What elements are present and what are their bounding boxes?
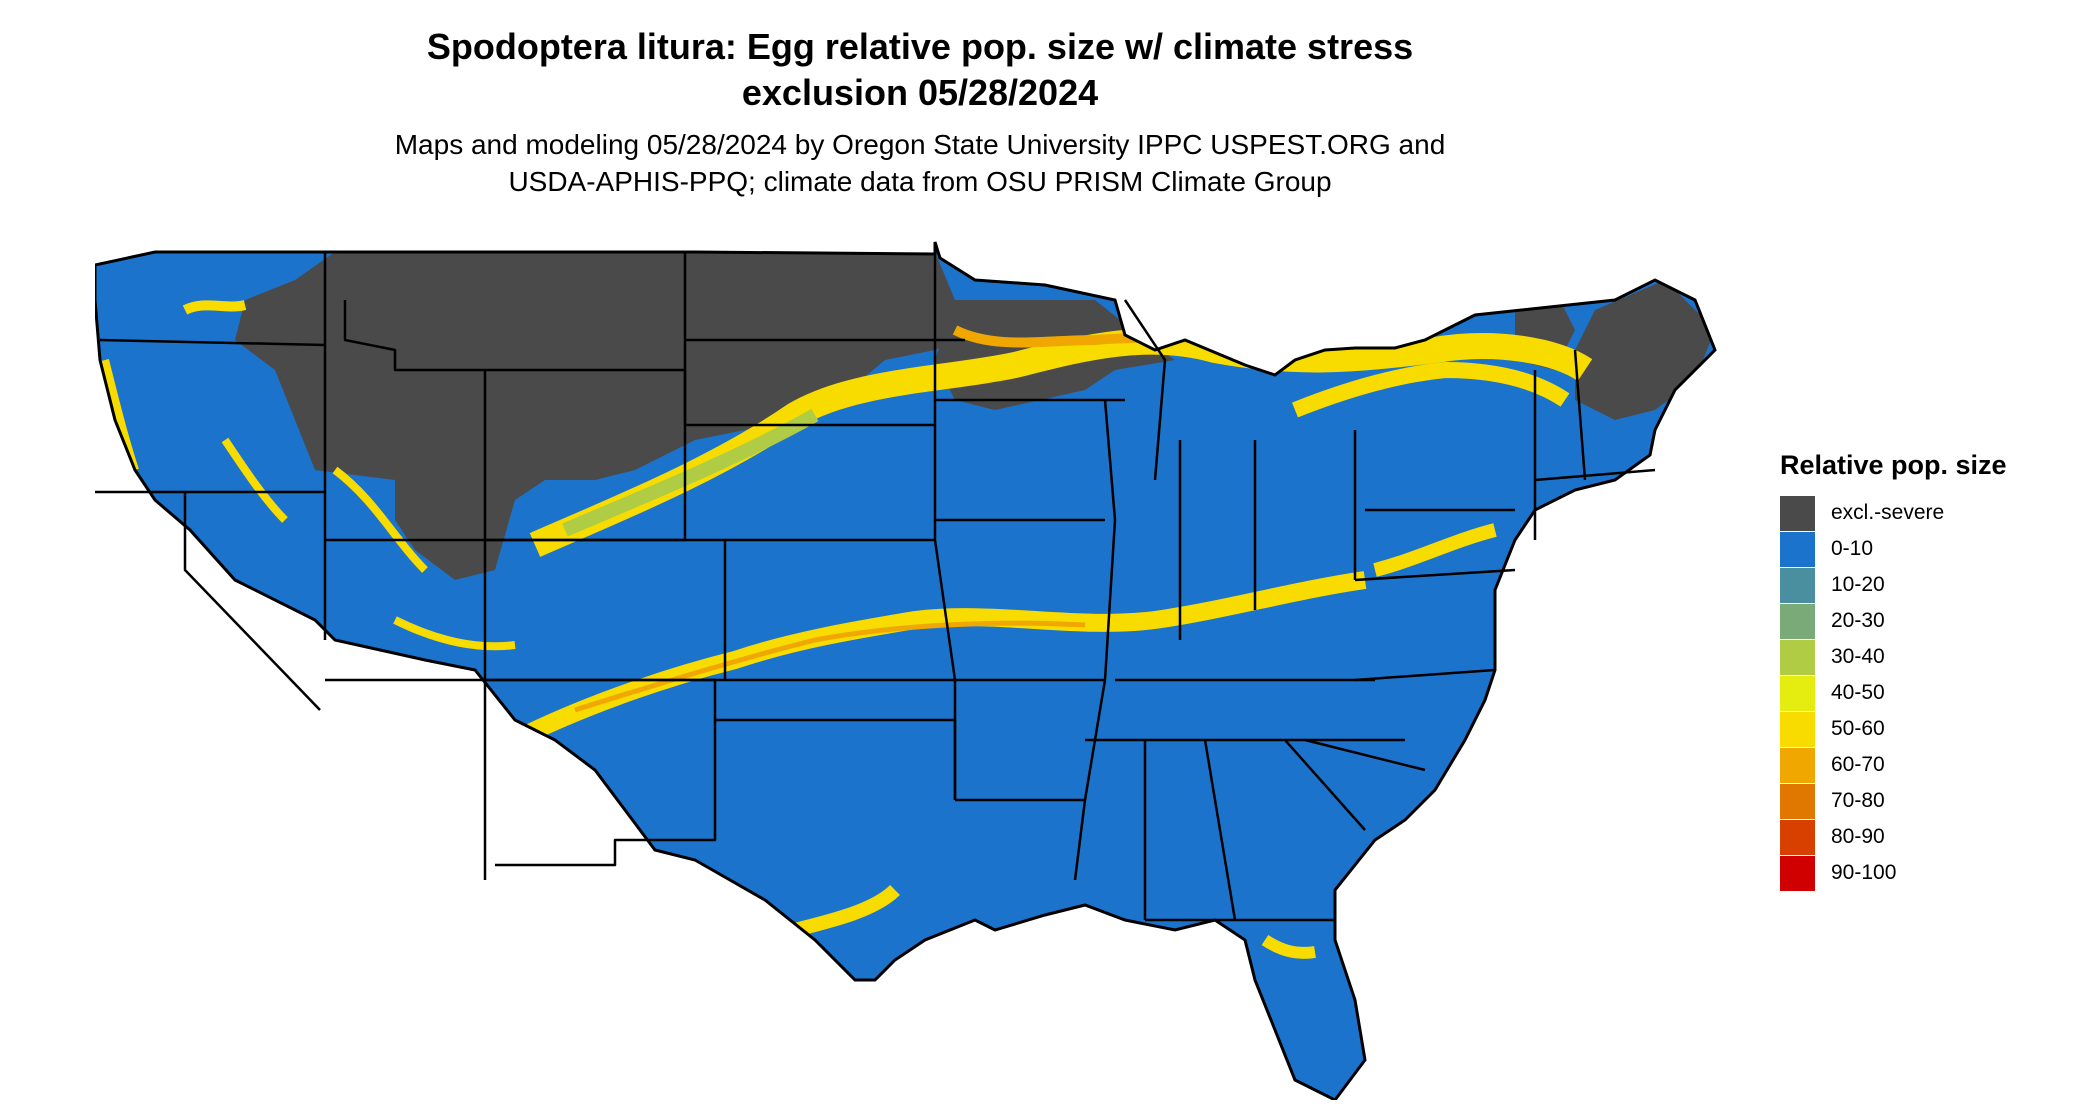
legend-swatch <box>1780 783 1815 819</box>
state-border-plains-east <box>933 252 957 800</box>
legend-swatch <box>1780 711 1815 747</box>
legend-swatch <box>1780 675 1815 711</box>
legend-item: 0-10 <box>1780 531 2080 567</box>
state-border-ga-sc <box>1284 739 1366 831</box>
legend-swatch <box>1780 531 1815 567</box>
map-subtitle: Maps and modeling 05/28/2024 by Oregon S… <box>0 126 1840 200</box>
band-yellow-west-2 <box>221 437 288 523</box>
state-border-va-nc <box>1354 668 1496 682</box>
legend-swatch <box>1780 639 1815 675</box>
legend-items: excl.-severe 0-10 10-20 20-30 30-40 40-50 50-6… <box>1780 495 2080 891</box>
legend-label: 90-100 <box>1831 861 1897 884</box>
legend-swatch <box>1780 603 1815 639</box>
legend-swatch <box>1780 747 1815 783</box>
state-border-new-england-south <box>1534 468 1656 482</box>
legend-label: 0-10 <box>1831 537 1874 560</box>
legend-item: 70-80 <box>1780 783 2080 819</box>
legend-swatch <box>1780 567 1815 603</box>
map-raster <box>95 242 1715 1100</box>
band-orange-south <box>574 620 1086 713</box>
region-excluded-north <box>235 252 955 580</box>
state-border-mt-south <box>343 300 485 372</box>
band-yellow-northeast <box>1292 361 1570 418</box>
us-outline <box>95 241 1717 1100</box>
map-title-line-2: exclusion 05/28/2024 <box>741 72 1099 113</box>
map-title: Spodoptera litura: Egg relative pop. siz… <box>0 24 1840 116</box>
state-borders <box>95 252 1656 922</box>
state-border-mississippi-river <box>1073 399 1117 881</box>
legend-label: 10-20 <box>1831 573 1885 596</box>
legend-swatch <box>1780 855 1815 891</box>
legend-item: 20-30 <box>1780 603 2080 639</box>
state-border-ut <box>325 538 487 682</box>
state-border-al-ga <box>1203 739 1237 921</box>
map-title-line-1: Spodoptera litura: Egg relative pop. siz… <box>426 26 1414 67</box>
legend-item: 50-60 <box>1780 711 2080 747</box>
state-border-nm-east <box>485 678 717 867</box>
band-green-midwest <box>562 408 819 537</box>
band-yellow-florida <box>1261 934 1316 959</box>
band-yellow-west-1 <box>182 300 247 315</box>
legend: Relative pop. size excl.-severe 0-10 10-20… <box>1780 450 2080 891</box>
legend-label: 30-40 <box>1831 645 1885 668</box>
us-map <box>95 241 1717 1100</box>
legend-label: 70-80 <box>1831 789 1885 812</box>
state-border-pa-south <box>1354 568 1516 582</box>
legend-label: 60-70 <box>1831 753 1885 776</box>
legend-swatch <box>1780 819 1815 855</box>
legend-item: 30-40 <box>1780 639 2080 675</box>
legend-label: 80-90 <box>1831 825 1885 848</box>
legend-item: 40-50 <box>1780 675 2080 711</box>
band-yellow-west-3 <box>332 466 428 573</box>
state-border-nc-sc <box>1304 738 1426 772</box>
legend-title: Relative pop. size <box>1780 450 2007 480</box>
legend-label: 20-30 <box>1831 609 1885 632</box>
state-border-wa-or <box>99 338 326 347</box>
state-border-wi-mi <box>1123 299 1167 481</box>
band-yellow-west-4 <box>393 616 516 651</box>
legend-label: 50-60 <box>1831 717 1885 740</box>
state-border-vt-nh <box>1573 349 1587 481</box>
state-border-ca-nv <box>183 492 321 711</box>
legend-item: 60-70 <box>1780 747 2080 783</box>
legend-label: excl.-severe <box>1831 501 1945 524</box>
legend-item: excl.-severe <box>1780 495 2080 531</box>
map-subtitle-line-1: Maps and modeling 05/28/2024 by Oregon S… <box>394 129 1446 160</box>
legend-item: 10-20 <box>1780 567 2080 603</box>
legend-item: 80-90 <box>1780 819 2080 855</box>
legend-item: 90-100 <box>1780 855 2080 891</box>
legend-label: 40-50 <box>1831 681 1885 704</box>
legend-swatch <box>1780 495 1815 531</box>
map-subtitle-line-2: USDA-APHIS-PPQ; climate data from OSU PR… <box>508 166 1332 197</box>
band-yellow-carolinas <box>1373 523 1497 577</box>
